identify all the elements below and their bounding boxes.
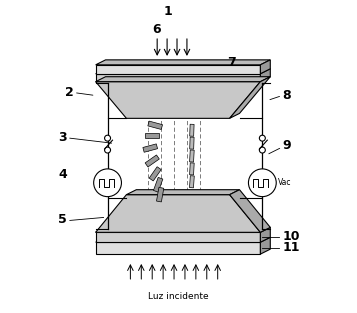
- Circle shape: [248, 169, 276, 197]
- Polygon shape: [96, 195, 260, 232]
- Polygon shape: [260, 237, 270, 254]
- Polygon shape: [156, 187, 164, 202]
- Text: Vac: Vac: [278, 178, 292, 187]
- Text: Luz incidente: Luz incidente: [148, 292, 208, 301]
- Polygon shape: [154, 177, 163, 192]
- Polygon shape: [96, 242, 260, 254]
- Circle shape: [105, 147, 111, 153]
- Polygon shape: [96, 74, 260, 82]
- Polygon shape: [190, 163, 194, 175]
- Circle shape: [260, 147, 265, 153]
- Text: 4: 4: [58, 168, 67, 181]
- Polygon shape: [190, 176, 194, 188]
- Polygon shape: [143, 144, 157, 152]
- Text: 10: 10: [282, 230, 300, 243]
- Polygon shape: [96, 237, 270, 242]
- Circle shape: [105, 135, 111, 141]
- Text: 11: 11: [282, 241, 300, 254]
- Polygon shape: [190, 124, 194, 136]
- Polygon shape: [96, 227, 270, 232]
- Polygon shape: [96, 69, 270, 74]
- Polygon shape: [96, 77, 270, 82]
- Polygon shape: [260, 69, 270, 82]
- Polygon shape: [260, 227, 270, 242]
- Polygon shape: [149, 167, 161, 181]
- Text: 8: 8: [282, 89, 291, 102]
- Text: 5: 5: [58, 213, 67, 226]
- Polygon shape: [148, 121, 162, 130]
- Polygon shape: [96, 65, 260, 74]
- Polygon shape: [145, 155, 159, 167]
- Text: 7: 7: [228, 56, 236, 69]
- Polygon shape: [96, 232, 260, 242]
- Polygon shape: [230, 77, 270, 118]
- Polygon shape: [126, 190, 240, 195]
- Text: 9: 9: [282, 139, 291, 151]
- Text: 6: 6: [152, 23, 161, 36]
- Polygon shape: [96, 82, 260, 118]
- Polygon shape: [230, 190, 270, 232]
- Polygon shape: [190, 137, 194, 149]
- Circle shape: [94, 169, 121, 197]
- Text: 1: 1: [164, 5, 172, 18]
- Text: 2: 2: [65, 86, 74, 99]
- Circle shape: [260, 135, 265, 141]
- Polygon shape: [190, 150, 194, 162]
- Polygon shape: [260, 60, 270, 74]
- Polygon shape: [96, 60, 270, 65]
- Text: 3: 3: [58, 131, 67, 144]
- Polygon shape: [145, 133, 159, 138]
